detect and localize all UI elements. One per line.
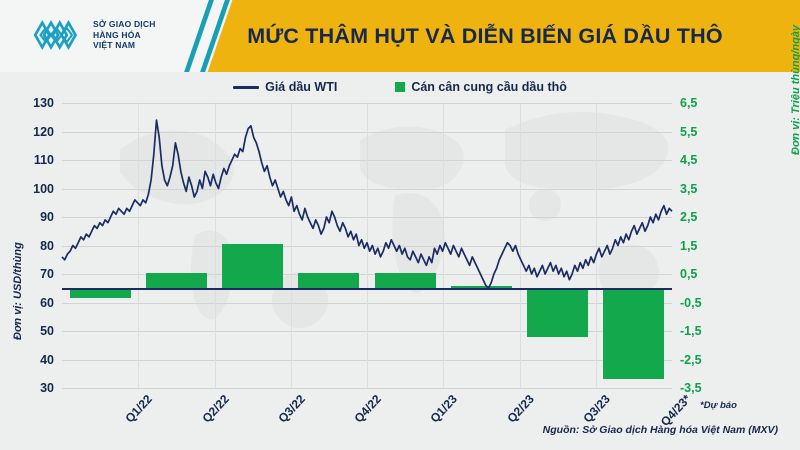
right-axis-tick: 2,5 xyxy=(680,210,698,224)
brand-logo: SỞ GIAO DỊCH HÀNG HÓA VIỆT NAM xyxy=(30,13,156,57)
legend-line-swatch xyxy=(233,85,260,89)
page-header: SỞ GIAO DỊCH HÀNG HÓA VIỆT NAM MỨC THÂM … xyxy=(0,0,800,72)
x-axis-tick: Q1/22 xyxy=(122,392,156,426)
left-axis-tick: 130 xyxy=(33,96,54,110)
x-axis-tick: Q1/23 xyxy=(427,392,461,426)
left-axis-tick: 110 xyxy=(33,153,54,167)
page-title: MỨC THÂM HỤT VÀ DIỄN BIẾN GIÁ DẦU THÔ xyxy=(247,23,723,48)
right-axis-title: Đơn vị: Triệu thùng/ngày xyxy=(790,24,800,155)
zero-axis-line xyxy=(62,288,672,290)
chart-area: 130 120 110 100 90 80 70 60 50 40 30 6,5 5,5 4,5 3,5 2… xyxy=(0,25,800,429)
gridline-vertical xyxy=(138,103,140,388)
brand-line-2: HÀNG HÓA xyxy=(93,29,141,40)
mxv-logo-icon xyxy=(33,20,78,50)
legend-item-line: Giá dầu WTI xyxy=(233,80,337,94)
brand-name: SỞ GIAO DỊCH HÀNG HÓA VIỆT NAM xyxy=(93,19,156,51)
right-axis-tick: 1,5 xyxy=(680,238,698,253)
legend-label-balance: Cán cân cung cầu dầu thô xyxy=(411,80,567,94)
right-axis-tick: 6,5 xyxy=(680,96,698,110)
x-axis-tick: Q3/22 xyxy=(275,392,308,426)
right-axis-tick: 4,5 xyxy=(680,153,698,167)
left-axis-tick: 30 xyxy=(40,381,54,395)
legend-bar-swatch xyxy=(395,82,406,92)
gridline xyxy=(62,388,672,389)
left-axis-tick: 50 xyxy=(40,324,54,338)
gridline-vertical xyxy=(290,103,292,388)
bar-Q3-23 xyxy=(527,288,589,337)
right-axis-tick: -2,5 xyxy=(680,352,702,367)
left-axis-tick: 80 xyxy=(40,238,54,253)
plot-area xyxy=(61,103,673,389)
x-axis-tick: Q3/23 xyxy=(580,392,613,426)
right-axis-tick: -3,5 xyxy=(680,381,702,395)
forecast-note: *Dự báo xyxy=(700,400,737,411)
chart-legend: Giá dầu WTI Cán cân cung cầu dầu thô xyxy=(0,74,800,100)
brand-line-1: SỞ GIAO DỊCH xyxy=(93,19,156,30)
left-axis-tick: 90 xyxy=(40,210,54,224)
gridline-vertical xyxy=(595,103,597,388)
bar-Q4-23 xyxy=(603,288,665,380)
x-axis-tick: Q2/23 xyxy=(503,392,537,426)
brand-line-3: VIỆT NAM xyxy=(93,40,136,51)
bar-Q1-22 xyxy=(69,288,131,299)
wti-price-line xyxy=(61,119,673,290)
right-axis-tick: 3,5 xyxy=(680,181,698,196)
left-axis-tick: 40 xyxy=(40,352,54,367)
source-credit: Nguồn: Sở Giao dịch Hàng hóa Việt Nam (M… xyxy=(542,424,778,436)
bar-Q2-23 xyxy=(450,285,512,289)
left-axis-title: Đơn vị: USD/thùng xyxy=(12,242,24,340)
right-axis-tick: -0,5 xyxy=(680,295,702,310)
right-axis-tick: 5,5 xyxy=(680,124,698,139)
left-axis-tick: 120 xyxy=(33,124,54,139)
left-axis-tick: 70 xyxy=(40,267,54,281)
x-axis-tick: Q4/22 xyxy=(351,392,385,426)
left-axis-tick: 100 xyxy=(33,181,54,196)
gridline-vertical xyxy=(519,103,521,388)
gridline-vertical xyxy=(214,103,216,388)
left-axis-tick: 60 xyxy=(40,295,54,310)
legend-label-wti: Giá dầu WTI xyxy=(265,80,338,94)
legend-item-bar: Cán cân cung cầu dầu thô xyxy=(395,80,567,94)
x-axis-tick: Q2/22 xyxy=(198,392,232,426)
right-axis-tick: 0,5 xyxy=(680,267,698,281)
right-axis-tick: -1,5 xyxy=(680,324,702,338)
